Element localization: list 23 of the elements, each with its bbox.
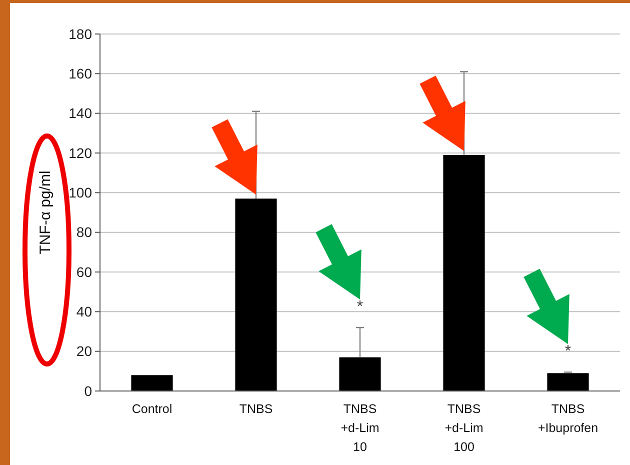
y-tick-label: 100 xyxy=(68,184,92,201)
bar xyxy=(339,357,381,391)
x-tick-label: TNBS +Ibuprofen xyxy=(538,402,598,435)
bar xyxy=(547,373,589,391)
y-tick-label: 180 xyxy=(68,26,92,42)
bar xyxy=(443,154,485,391)
x-tick-label: TNBS xyxy=(239,402,273,416)
annotation: * xyxy=(356,298,364,316)
y-axis-title: TNF-α pg/ml xyxy=(37,170,54,254)
x-tick-label: TNBS +d-Lim 10 xyxy=(340,402,380,454)
y-tick-label: 20 xyxy=(76,343,92,360)
y-tick-label: 160 xyxy=(68,66,92,82)
annotation: * xyxy=(564,343,572,360)
y-tick-label: 0 xyxy=(84,382,92,399)
bar xyxy=(235,198,277,391)
x-tick-label: Control xyxy=(132,402,172,416)
y-tick-label: 40 xyxy=(76,304,92,320)
bar xyxy=(131,375,173,391)
y-tick-label: 80 xyxy=(76,224,92,240)
x-tick-label: TNBS +d-Lim 100 xyxy=(444,402,484,454)
y-tick-label: 60 xyxy=(76,264,92,280)
y-tick-label: 140 xyxy=(68,105,92,122)
y-tick-label: 120 xyxy=(68,144,92,161)
